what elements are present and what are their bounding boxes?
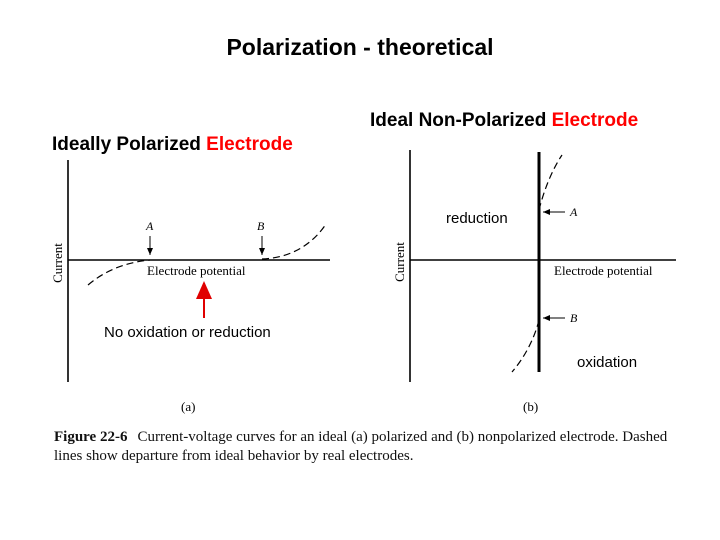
- panel-b-marker-a: A: [569, 205, 578, 219]
- annotation-oxidation: oxidation: [577, 354, 638, 371]
- panel-b-dashed-curve-bottom: [511, 319, 540, 373]
- panel-a-x-axis-label: Electrode potential: [147, 263, 246, 278]
- panel-b-marker-b: B: [570, 311, 578, 325]
- heading-left-accent: Electrode: [206, 134, 293, 155]
- panel-a-marker-a: A: [145, 219, 154, 233]
- annotation-no-reaction: No oxidation or reduction: [104, 324, 271, 341]
- panel-a-label: (a): [181, 399, 195, 414]
- slide-title: Polarization - theoretical: [226, 34, 494, 60]
- heading-left-text: Ideally Polarized: [52, 134, 207, 155]
- panel-b: A B Electrode potential Current (b): [392, 150, 676, 414]
- figure-caption: Figure 22-6 Current-voltage curves for an…: [54, 428, 674, 466]
- panel-a-y-axis-label: Current: [50, 243, 65, 283]
- caption-label: Figure 22-6: [54, 429, 128, 445]
- panel-a-marker-b: B: [257, 219, 265, 233]
- panel-b-label: (b): [523, 399, 538, 414]
- heading-non-polarized: Ideal Non-Polarized Electrode: [370, 110, 638, 132]
- panel-a-dashed-curve-left: [87, 259, 151, 286]
- heading-ideally-polarized: Ideally Polarized Electrode: [52, 134, 293, 156]
- caption-text: Current-voltage curves for an ideal (a) …: [54, 429, 668, 464]
- panel-a: A B Electrode potential Current (a): [50, 160, 330, 414]
- heading-right-text: Ideal Non-Polarized: [370, 110, 552, 131]
- annotation-reduction: reduction: [446, 210, 508, 227]
- panel-b-y-axis-label: Current: [392, 242, 407, 282]
- heading-right-accent: Electrode: [551, 110, 639, 131]
- panel-b-x-axis-label: Electrode potential: [554, 263, 653, 278]
- panel-b-dashed-curve-top: [538, 154, 563, 211]
- panel-a-dashed-curve-right: [261, 223, 327, 260]
